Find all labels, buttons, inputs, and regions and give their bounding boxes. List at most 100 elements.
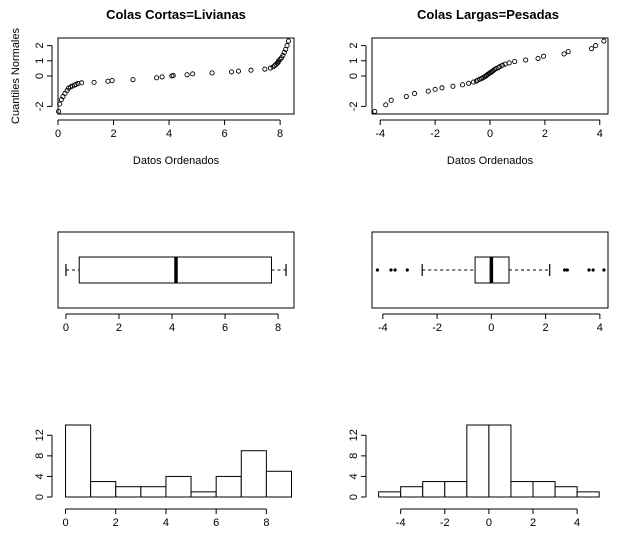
box-left-plot (65, 256, 287, 284)
hist-right-bar (444, 481, 468, 498)
qq-right-y-tick-label: -2 (348, 102, 360, 112)
box-left-frame (57, 231, 295, 309)
box-right-outlier (602, 268, 606, 272)
box-left-panel: 0 2 4 6 8 (57, 231, 295, 334)
qq-left-point (130, 77, 136, 83)
qq-right-point (588, 46, 595, 52)
qq-left-point (159, 74, 165, 80)
qq-left-point (280, 52, 286, 59)
hist-right-bar (400, 486, 424, 498)
qq-left-panel: Colas Cortas=Livianas Datos Ordenados Cu… (10, 7, 295, 167)
hist-left-bars (65, 424, 292, 498)
box-right-outlier (393, 268, 397, 272)
hist-left-x-tick-label: 8 (263, 517, 269, 529)
hist-right-x-tick-label: 2 (530, 517, 536, 529)
qq-left-point (248, 67, 254, 73)
hist-right-y-tick-label: 8 (348, 453, 360, 459)
qq-right-title: Colas Largas=Pesadas (417, 7, 559, 22)
hist-right-x-tick-label: 4 (574, 517, 580, 529)
qq-left-point (56, 108, 62, 114)
qq-left-point (277, 56, 283, 62)
qq-right-point (506, 60, 512, 66)
qq-right-point (523, 57, 529, 63)
hist-left-bar (265, 470, 292, 498)
qq-right-point (411, 90, 418, 97)
box-left-x-axis: 0 2 4 6 8 (63, 313, 281, 334)
qq-left-point (57, 101, 63, 107)
hist-left-x-tick-label: 6 (213, 517, 219, 529)
hist-right-bar (576, 491, 600, 498)
qq-right-y-axis: -2 0 1 2 (348, 43, 367, 112)
qq-right-y-tick-label: 2 (348, 43, 360, 49)
hist-right-bar (378, 491, 402, 498)
qq-left-x-tick-label: 2 (110, 128, 116, 140)
qq-left-x-tick-label: 0 (55, 128, 61, 140)
qq-right-points (372, 38, 607, 114)
hist-right-bar (554, 486, 578, 498)
qq-right-point (593, 43, 599, 49)
box-right-frame (371, 231, 609, 309)
qq-left-point (105, 78, 111, 84)
hist-right-y-tick-label: 12 (348, 429, 360, 441)
qq-right-point (425, 88, 431, 94)
box-right-x-tick-label: 2 (543, 322, 549, 334)
qq-right-point (388, 97, 394, 103)
hist-left-bar (215, 475, 242, 498)
hist-right-bar (510, 481, 534, 498)
qq-right-point (561, 51, 567, 57)
box-right-outlier (375, 268, 380, 272)
qq-right-point (540, 53, 547, 59)
qq-left-point (79, 80, 85, 86)
hist-right-x-tick-label: 0 (486, 517, 492, 529)
qq-left-x-axis: 0 2 4 6 8 (55, 119, 283, 140)
qq-left-frame (57, 37, 295, 115)
qq-right-panel: Colas Largas=Pesadas Datos Ordenados -4-… (348, 7, 609, 167)
qq-left-ylabel: Cuantiles Normales (10, 28, 22, 124)
qq-left-point (109, 78, 115, 84)
hist-right-panel: -4 -2 0 2 4 0 4 8 12 (348, 424, 600, 529)
qq-right-point (450, 83, 456, 89)
qq-left-point (209, 70, 215, 76)
hist-right-bars (378, 424, 600, 498)
qq-left-points (56, 38, 291, 114)
qq-left-point (235, 68, 242, 74)
hist-right-x-axis: -4 -2 0 2 4 (396, 508, 580, 529)
qq-right-point (403, 93, 409, 100)
hist-left-x-tick-label: 4 (163, 517, 169, 529)
box-left-x-tick-label: 6 (222, 322, 228, 334)
hist-right-y-tick-label: 0 (348, 494, 360, 500)
hist-left-bar (165, 475, 192, 498)
box-right-panel: -4 -2 0 2 4 (371, 231, 609, 334)
qq-right-point (499, 62, 505, 68)
qq-right-point (439, 85, 445, 91)
box-right-x-tick-label: -2 (432, 322, 442, 334)
qq-right-y-tick-label: 1 (348, 58, 360, 64)
qq-left-point (276, 58, 282, 64)
hist-left-y-axis: 0 4 8 12 (34, 429, 53, 500)
box-right-outlier (389, 268, 393, 272)
qq-left-y-tick-label: 2 (34, 43, 46, 49)
hist-left-bar (140, 486, 167, 498)
box-right-plot (375, 256, 606, 284)
hist-left-x-tick-label: 2 (113, 517, 119, 529)
hist-right-y-axis: 0 4 8 12 (348, 429, 367, 500)
hist-right-bar (422, 481, 446, 498)
hist-right-bar (532, 481, 556, 498)
qq-left-point (170, 72, 176, 78)
qq-right-point (512, 59, 518, 65)
box-left-x-tick-label: 4 (169, 322, 175, 334)
qq-right-point (497, 64, 503, 70)
hist-left-bar (190, 491, 217, 498)
qq-right-x-tick-label: -2 (430, 128, 440, 140)
qq-left-y-tick-label: 0 (34, 73, 46, 79)
hist-right-bar (466, 424, 490, 498)
qq-right-point (535, 55, 541, 62)
hist-left-bar (90, 481, 117, 498)
qq-right-x-tick-label: -4 (375, 128, 385, 140)
hist-left-x-tick-label: 0 (62, 517, 68, 529)
box-right-x-axis: -4 -2 0 2 4 (378, 313, 603, 334)
hist-left-panel: 0 2 4 6 8 0 4 8 12 (34, 424, 292, 529)
box-right-x-tick-label: -4 (378, 322, 388, 334)
hist-left-y-tick-label: 0 (34, 494, 46, 500)
